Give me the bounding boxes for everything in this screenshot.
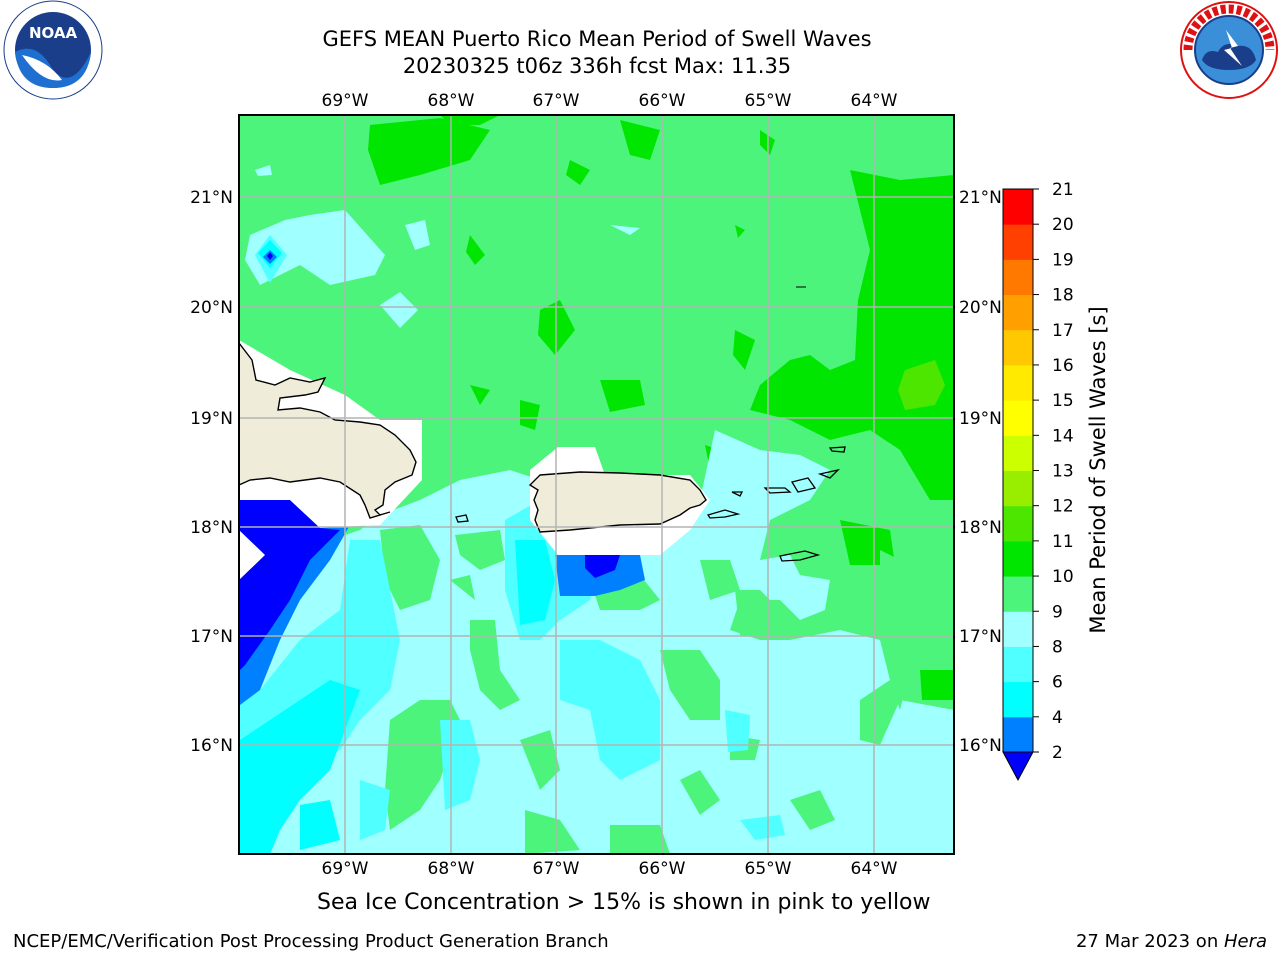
nws-logo bbox=[1180, 1, 1278, 99]
colorbar-band bbox=[1003, 329, 1033, 366]
colorbar-extend-min bbox=[1002, 751, 1034, 782]
map-frame bbox=[238, 114, 955, 855]
lat-label: 16°N bbox=[190, 736, 233, 756]
contour-11-12 bbox=[898, 360, 945, 410]
colorbar-band bbox=[1003, 716, 1033, 753]
lat-labels-right: 21°N 20°N 19°N 18°N 17°N 16°N bbox=[959, 188, 1002, 756]
lon-label: 64°W bbox=[851, 91, 898, 111]
lat-label: 17°N bbox=[190, 627, 233, 647]
lon-label: 66°W bbox=[639, 91, 686, 111]
colorbar-tick-label: 2 bbox=[1052, 743, 1063, 763]
colorbar-band bbox=[1003, 224, 1033, 260]
colorbar-band bbox=[1003, 189, 1033, 225]
lon-label: 67°W bbox=[533, 91, 580, 111]
map-plot-area bbox=[239, 115, 954, 854]
colorbar-tick-label: 9 bbox=[1052, 602, 1063, 622]
sea-ice-caption: Sea Ice Concentration > 15% is shown in … bbox=[317, 890, 931, 915]
lon-labels-bottom: 69°W 68°W 67°W 66°W 65°W 64°W bbox=[322, 859, 898, 879]
chart-title: GEFS MEAN Puerto Rico Mean Period of Swe… bbox=[322, 27, 872, 51]
lat-label: 18°N bbox=[190, 518, 233, 538]
colorbar-band bbox=[1003, 259, 1033, 296]
colorbar-tick-label: 17 bbox=[1052, 321, 1074, 341]
contour-4-6 bbox=[240, 240, 555, 854]
chart-subtitle: 20230325 t06z 336h fcst Max: 11.35 bbox=[402, 54, 792, 78]
colorbar-band bbox=[1003, 505, 1033, 542]
lat-label: 16°N bbox=[959, 736, 1002, 756]
lon-label: 68°W bbox=[428, 91, 475, 111]
colorbar-tick-label: 11 bbox=[1052, 532, 1074, 552]
colorbar: 2 4 6 8 9 10 11 12 13 14 15 16 17 18 19 20 21 bbox=[1002, 180, 1074, 782]
lat-label: 17°N bbox=[959, 627, 1002, 647]
colorbar-tick-label: 20 bbox=[1052, 215, 1074, 235]
lat-label: 21°N bbox=[190, 188, 233, 208]
colorbar-band bbox=[1003, 294, 1033, 331]
noaa-logo-text: NOAA bbox=[29, 24, 78, 42]
lat-label: 20°N bbox=[190, 298, 233, 318]
colorbar-band bbox=[1003, 435, 1033, 471]
colorbar-band bbox=[1003, 611, 1033, 647]
lon-label: 66°W bbox=[639, 859, 686, 879]
lat-label: 19°N bbox=[959, 409, 1002, 429]
lat-label: 18°N bbox=[959, 518, 1002, 538]
colorbar-tick-label: 6 bbox=[1052, 673, 1063, 693]
footer-date-text: 27 Mar 2023 on bbox=[1075, 931, 1224, 952]
lat-label: 19°N bbox=[190, 409, 233, 429]
lat-labels-left: 21°N 20°N 19°N 18°N 17°N 16°N bbox=[190, 188, 233, 756]
lat-label: 20°N bbox=[959, 298, 1002, 318]
lat-label: 21°N bbox=[959, 188, 1002, 208]
colorbar-tick-label: 15 bbox=[1052, 391, 1074, 411]
colorbar-tick-label: 16 bbox=[1052, 356, 1074, 376]
colorbar-band bbox=[1003, 681, 1033, 718]
footer-date: 27 Mar 2023 on Hera bbox=[1076, 931, 1267, 952]
lon-label: 69°W bbox=[322, 859, 369, 879]
colorbar-tick-label: 12 bbox=[1052, 497, 1074, 517]
colorbar-tick-label: 19 bbox=[1052, 250, 1074, 270]
colorbar-title: Mean Period of Swell Waves [s] bbox=[1086, 306, 1110, 633]
colorbar-tick-label: 8 bbox=[1052, 637, 1063, 657]
graticule bbox=[239, 115, 954, 854]
colorbar-band bbox=[1003, 540, 1033, 577]
lon-label: 65°W bbox=[745, 859, 792, 879]
lon-label: 65°W bbox=[745, 91, 792, 111]
colorbar-tick-label: 4 bbox=[1052, 708, 1063, 728]
lon-labels-top: 69°W 68°W 67°W 66°W 65°W 64°W bbox=[322, 91, 898, 111]
lon-label: 64°W bbox=[851, 859, 898, 879]
footer-credit: NCEP/EMC/Verification Post Processing Pr… bbox=[13, 931, 609, 952]
colorbar-band bbox=[1003, 646, 1033, 683]
colorbar-tick-label: 10 bbox=[1052, 567, 1074, 587]
colorbar-band bbox=[1003, 364, 1033, 401]
colorbar-band bbox=[1003, 470, 1033, 507]
colorbar-band bbox=[1003, 576, 1033, 612]
lon-label: 69°W bbox=[322, 91, 369, 111]
land-hispaniola bbox=[239, 341, 417, 519]
lon-label: 67°W bbox=[533, 859, 580, 879]
colorbar-tick-label: 18 bbox=[1052, 286, 1074, 306]
footer-host: Hera bbox=[1223, 931, 1267, 952]
lon-label: 68°W bbox=[428, 859, 475, 879]
colorbar-tick-label: 14 bbox=[1052, 426, 1074, 446]
colorbar-tick-label: 21 bbox=[1052, 180, 1074, 200]
noaa-logo: NOAA bbox=[3, 0, 103, 100]
colorbar-tick-label: 13 bbox=[1052, 462, 1074, 482]
colorbar-band bbox=[1003, 400, 1033, 436]
contour-below-2 bbox=[240, 252, 620, 670]
